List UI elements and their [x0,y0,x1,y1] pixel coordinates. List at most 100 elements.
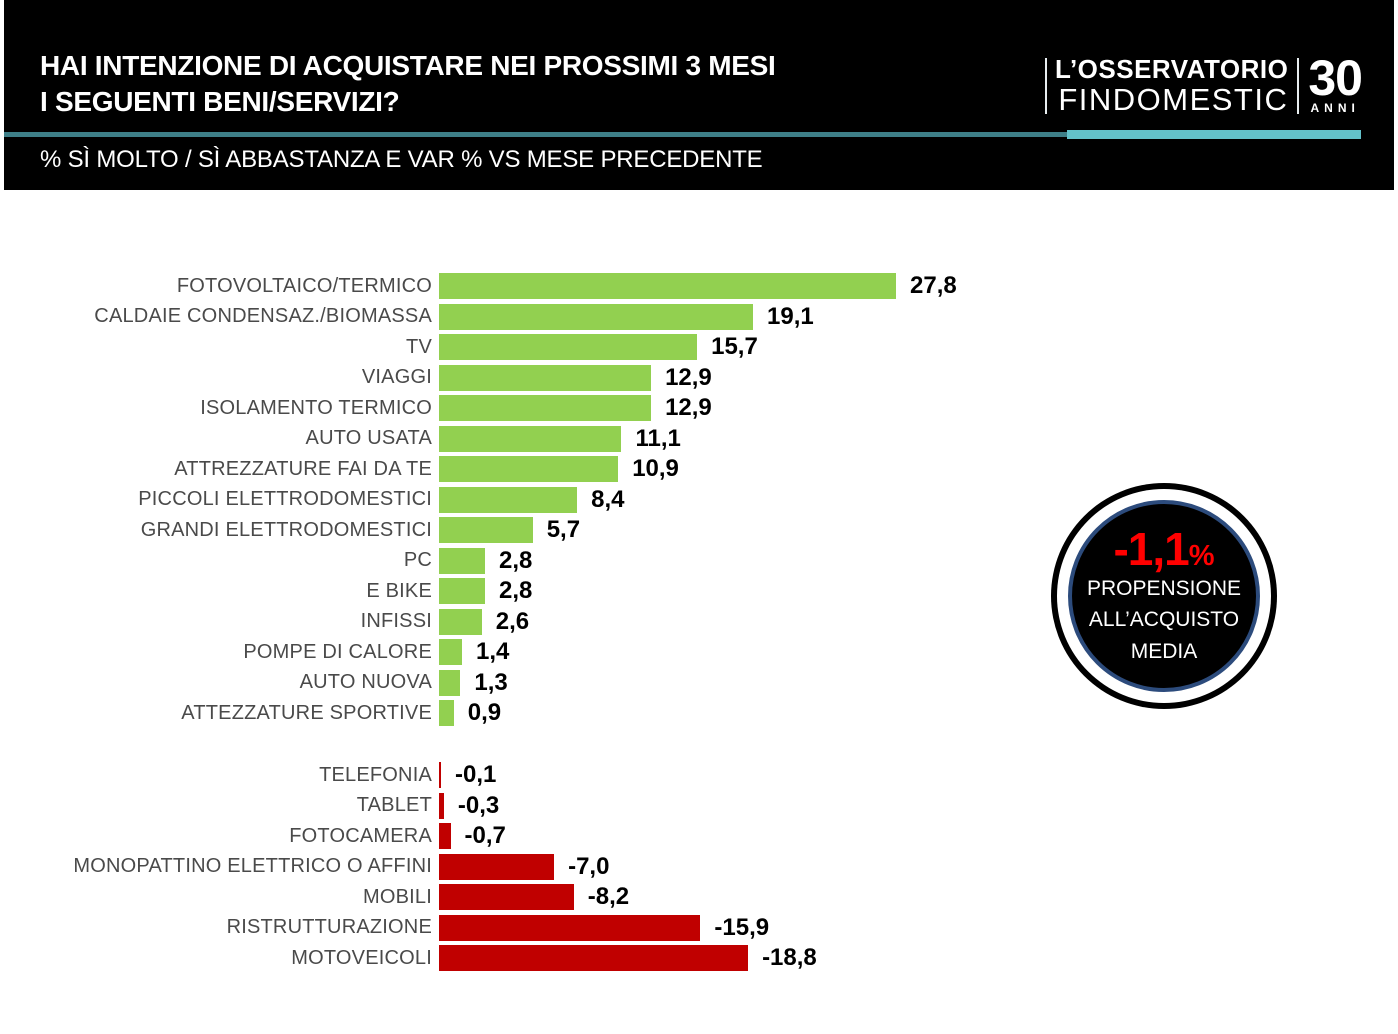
positive-bar [439,425,622,452]
bar-chart: FOTOVOLTAICO/TERMICO 27,8 CALDAIE CONDENSA… [0,272,1398,976]
logo-separator-rule [1297,57,1300,114]
value-label: 2,8 [499,546,533,574]
category-label: INFISSI [360,610,432,632]
chart-row: E BIKE 2,8 [0,577,1398,604]
value-label: 1,3 [474,668,508,696]
positive-bar [439,578,486,604]
positive-bar [439,700,454,726]
chart-row: MONOPATTINO ELETTRICO O AFFINI -7,0 [0,852,1398,880]
chart-row: GRANDI ELETTRODOMESTICI 5,7 [0,516,1398,543]
value-label: -0,1 [455,761,497,788]
chart-row: TELEFONIA -0,1 [0,761,1398,788]
divider-bright-segment [1067,130,1361,139]
value-label: 8,4 [591,485,625,513]
category-label: MONOPATTINO ELETTRICO O AFFINI [73,855,432,877]
value-label: 0,9 [467,699,502,726]
chart-row: VIAGGI 12,9 [0,363,1398,391]
chart-row: PC 2,8 [0,546,1398,574]
chart-row: CALDAIE CONDENSAZ./BIOMASSA 19,1 [0,302,1398,330]
propension-badge: -1,1% PROPENSIONE ALL’ACQUISTO MEDIA [1068,500,1260,692]
positive-bars-group: FOTOVOLTAICO/TERMICO 27,8 CALDAIE CONDENSA… [0,272,1398,726]
category-label: MOTOVEICOLI [291,946,432,969]
positive-bar [439,364,652,391]
value-label: 27,8 [910,272,957,299]
page-title: HAI INTENZIONE DI ACQUISTARE NEI PROSSIM… [40,48,776,121]
value-label: -0,3 [457,791,500,819]
positive-bar [439,639,463,665]
value-label: -0,7 [464,822,506,849]
positive-bar [439,517,533,543]
header-divider [4,130,1394,139]
category-label: AUTO NUOVA [299,671,432,693]
category-label: FOTOVOLTAICO/TERMICO [176,274,432,297]
positive-bar [439,486,578,513]
chart-row: AUTO NUOVA 1,3 [0,668,1398,696]
category-label: GRANDI ELETTRODOMESTICI [140,518,432,541]
badge-value: -1,1% [1113,522,1215,575]
category-label: ATTREZZATURE FAI DA TE [174,457,432,480]
chart-row: ATTEZZATURE SPORTIVE 0,9 [0,699,1398,726]
category-label: ATTEZZATURE SPORTIVE [181,701,432,724]
value-label: 10,9 [632,455,679,482]
negative-bar [439,914,701,941]
chart-row: TV 15,7 [0,333,1398,360]
positive-bar [439,334,698,360]
category-label: AUTO USATA [305,427,432,449]
negative-bar [439,945,749,971]
logo-years-number: 30 [1308,50,1363,106]
positive-bar [439,547,486,574]
category-label: TELEFONIA [319,763,432,786]
value-label: 12,9 [665,394,712,421]
value-label: 11,1 [635,424,681,452]
chart-row: ISOLAMENTO TERMICO 12,9 [0,394,1398,421]
badge-caption-line-3: MEDIA [1130,639,1198,663]
category-label: POMPE DI CALORE [243,640,432,663]
value-label: 1,4 [476,638,510,665]
value-label: 2,8 [499,577,533,604]
category-label: PICCOLI ELETTRODOMESTICI [138,488,432,510]
badge-percent-sign: % [1188,539,1215,572]
positive-bar [439,669,461,696]
title-line-1: HAI INTENZIONE DI ACQUISTARE NEI PROSSIM… [40,50,776,81]
category-label: MOBILI [363,885,432,908]
title-line-2: I SEGUENTI BENI/SERVIZI? [40,86,400,118]
negative-bar [439,884,574,910]
negative-bar [439,823,451,849]
logo-left-rule [1045,57,1048,114]
logo-osservatorio: L’OSSERVATORIO [1055,54,1289,85]
badge-caption-line-1: PROPENSIONE [1086,576,1242,600]
positive-bar [439,395,652,421]
logo-30-anni: 30 ANNI [1308,50,1363,115]
value-label: -18,8 [762,944,817,971]
negative-bars-group: TELEFONIA -0,1 TABLET -0,3 FOTOCAMERA -0,7 MON… [0,761,1398,971]
category-label: TABLET [356,794,432,816]
category-label: TV [406,335,432,358]
subtitle: % SÌ MOLTO / SÌ ABBASTANZA E VAR % VS ME… [40,146,763,173]
chart-row: MOTOVEICOLI -18,8 [0,944,1398,971]
chart-row: AUTO USATA 11,1 [0,424,1398,452]
negative-bar [439,762,441,788]
value-label: -8,2 [587,883,630,910]
chart-row: PICCOLI ELETTRODOMESTICI 8,4 [0,485,1398,513]
value-label: 2,6 [495,607,530,635]
value-label: -7,0 [568,852,610,880]
value-label: -15,9 [714,913,770,941]
value-label: 5,7 [546,516,581,543]
category-label: PC [403,549,432,571]
category-label: CALDAIE CONDENSAZ./BIOMASSA [94,305,432,327]
chart-row: ATTREZZATURE FAI DA TE 10,9 [0,455,1398,482]
value-label: 19,1 [767,302,814,330]
negative-bar [439,792,444,819]
chart-row: INFISSI 2,6 [0,607,1398,635]
value-label: 12,9 [665,363,712,391]
findomestic-logo: L’OSSERVATORIO FINDOMESTIC 30 ANNI [1045,50,1363,115]
positive-bar [439,273,897,299]
badge-number: -1,1 [1113,522,1189,575]
chart-row: MOBILI -8,2 [0,883,1398,910]
category-label: VIAGGI [361,366,432,388]
chart-row: FOTOVOLTAICO/TERMICO 27,8 [0,272,1398,299]
category-label: E BIKE [366,579,432,602]
chart-row: RISTRUTTURAZIONE -15,9 [0,913,1398,941]
chart-row: POMPE DI CALORE 1,4 [0,638,1398,665]
